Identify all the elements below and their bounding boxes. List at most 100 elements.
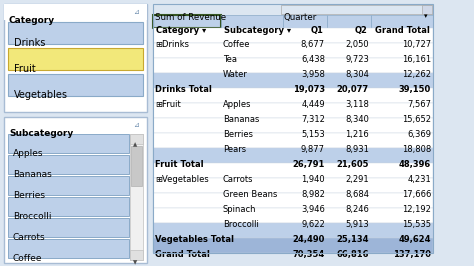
Text: Carrots: Carrots	[223, 175, 254, 184]
Text: Broccolli: Broccolli	[13, 212, 52, 221]
Bar	[153, 223, 433, 238]
Bar	[153, 193, 433, 208]
Text: Broccolli: Broccolli	[223, 220, 259, 229]
Bar	[130, 134, 143, 260]
Bar	[283, 15, 327, 28]
Text: 7,312: 7,312	[301, 115, 325, 124]
Text: Coffee: Coffee	[223, 40, 250, 49]
Text: 2,291: 2,291	[346, 175, 369, 184]
Text: 8,340: 8,340	[345, 115, 369, 124]
Text: 8,246: 8,246	[345, 205, 369, 214]
Bar	[153, 163, 433, 178]
Bar	[153, 43, 433, 58]
Bar	[153, 4, 433, 253]
Bar	[153, 73, 433, 88]
Text: 26,791: 26,791	[292, 160, 325, 169]
Bar	[281, 5, 433, 14]
Bar	[153, 28, 433, 43]
Text: Quarter: Quarter	[284, 13, 317, 22]
Text: 16,161: 16,161	[402, 55, 431, 64]
Text: Drinks Total: Drinks Total	[155, 85, 212, 94]
Text: Vegetables Total: Vegetables Total	[155, 235, 234, 244]
Bar	[4, 117, 147, 263]
Text: 66,816: 66,816	[337, 250, 369, 259]
Text: 8,931: 8,931	[345, 145, 369, 154]
Text: Vegetables: Vegetables	[14, 90, 68, 100]
Text: 18,808: 18,808	[402, 145, 431, 154]
Bar	[153, 148, 433, 163]
Text: 3,118: 3,118	[345, 100, 369, 109]
Bar	[153, 58, 433, 73]
Text: 3,946: 3,946	[301, 205, 325, 214]
Text: Fruit: Fruit	[14, 64, 36, 74]
Text: Fruit Total: Fruit Total	[155, 160, 204, 169]
Text: ⊿: ⊿	[133, 122, 139, 128]
Text: 24,490: 24,490	[292, 235, 325, 244]
Text: ⊞Vegetables: ⊞Vegetables	[155, 175, 209, 184]
Bar	[371, 15, 433, 28]
Text: Category ▾: Category ▾	[156, 26, 206, 35]
Text: 9,877: 9,877	[301, 145, 325, 154]
Bar	[153, 88, 433, 103]
Bar	[8, 218, 129, 237]
Text: 6,438: 6,438	[301, 55, 325, 64]
Bar	[8, 197, 129, 216]
Text: Water: Water	[223, 70, 248, 79]
Text: 25,134: 25,134	[337, 235, 369, 244]
Bar	[153, 238, 433, 253]
Text: 12,192: 12,192	[402, 205, 431, 214]
Text: 70,354: 70,354	[293, 250, 325, 259]
Text: ⊞Fruit: ⊞Fruit	[155, 100, 181, 109]
Bar	[8, 239, 129, 258]
Bar	[4, 4, 147, 20]
Text: 5,153: 5,153	[301, 130, 325, 139]
Text: 5,913: 5,913	[345, 220, 369, 229]
Text: 20,077: 20,077	[337, 85, 369, 94]
Text: Bananas: Bananas	[223, 115, 259, 124]
Text: 4,231: 4,231	[407, 175, 431, 184]
Text: Subcategory ▾: Subcategory ▾	[224, 26, 291, 35]
Bar	[8, 176, 129, 195]
Text: 15,535: 15,535	[402, 220, 431, 229]
Text: 21,605: 21,605	[337, 160, 369, 169]
Bar	[8, 22, 143, 44]
Bar	[422, 5, 432, 14]
Text: 9,723: 9,723	[345, 55, 369, 64]
Text: Berries: Berries	[13, 191, 45, 200]
Text: Grand Total: Grand Total	[375, 26, 430, 35]
Text: ▲: ▲	[133, 142, 137, 147]
Text: Apples: Apples	[13, 149, 44, 158]
Text: ⊞Drinks: ⊞Drinks	[155, 40, 189, 49]
Text: Berries: Berries	[223, 130, 253, 139]
Bar	[130, 134, 143, 144]
Text: 1,940: 1,940	[301, 175, 325, 184]
Text: Coffee: Coffee	[13, 254, 43, 263]
Text: 2,050: 2,050	[346, 40, 369, 49]
Text: 8,982: 8,982	[301, 190, 325, 199]
Bar	[4, 4, 147, 112]
Text: Category: Category	[9, 16, 55, 25]
Text: Apples: Apples	[223, 100, 252, 109]
Text: 19,073: 19,073	[293, 85, 325, 94]
Text: 6,369: 6,369	[407, 130, 431, 139]
Text: Grand Total: Grand Total	[155, 250, 210, 259]
Text: Sum of Revenue: Sum of Revenue	[155, 13, 226, 22]
Text: Drinks: Drinks	[14, 38, 46, 48]
Text: Pears: Pears	[223, 145, 246, 154]
Text: 3,958: 3,958	[301, 70, 325, 79]
Text: 1,216: 1,216	[345, 130, 369, 139]
Bar	[8, 48, 143, 70]
Text: ⊿: ⊿	[133, 9, 139, 15]
Bar	[153, 178, 433, 193]
Text: 15,652: 15,652	[402, 115, 431, 124]
Text: Green Beans: Green Beans	[223, 190, 277, 199]
Bar	[8, 155, 129, 174]
Bar	[153, 133, 433, 148]
Text: 49,624: 49,624	[399, 235, 431, 244]
Bar	[327, 15, 371, 28]
Text: Bananas: Bananas	[13, 170, 52, 179]
Text: 12,262: 12,262	[402, 70, 431, 79]
Text: 9,622: 9,622	[301, 220, 325, 229]
Bar	[131, 146, 142, 186]
Bar	[130, 250, 143, 260]
